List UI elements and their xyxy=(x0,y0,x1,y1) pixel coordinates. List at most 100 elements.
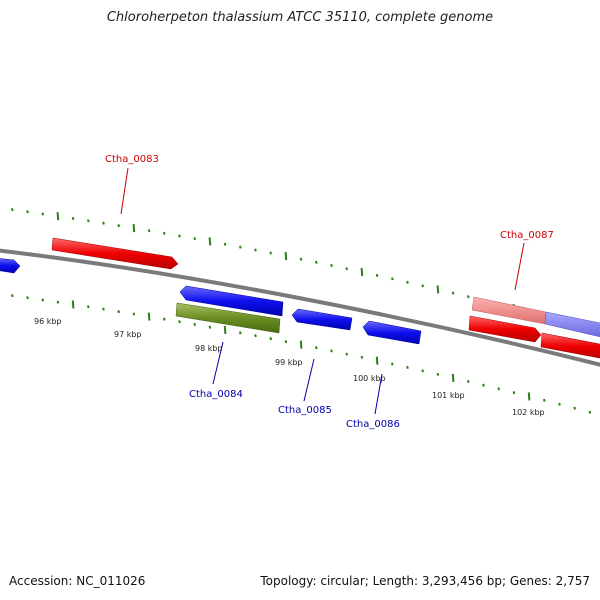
minor-tick xyxy=(102,307,105,311)
major-tick xyxy=(147,312,151,321)
minor-tick xyxy=(299,257,303,261)
minor-tick xyxy=(71,216,75,220)
gene-label-ctha-0087[interactable]: Ctha_0087 xyxy=(500,230,554,241)
minor-tick xyxy=(467,379,470,384)
minor-tick xyxy=(269,337,272,341)
major-tick xyxy=(527,392,531,401)
major-tick xyxy=(436,285,440,294)
major-tick xyxy=(56,212,60,221)
major-tick xyxy=(299,340,303,349)
label-leaders xyxy=(120,167,525,415)
minor-tick xyxy=(193,322,196,326)
minor-tick xyxy=(391,277,394,281)
minor-tick xyxy=(421,369,424,373)
gene-features xyxy=(0,237,600,359)
minor-tick xyxy=(178,320,181,324)
minor-tick xyxy=(163,231,166,235)
tick-label-99kbp: 99 kbp xyxy=(275,358,303,367)
minor-tick xyxy=(26,210,29,214)
accession-label: Accession: NC_011026 xyxy=(9,574,146,588)
major-tick xyxy=(360,267,364,277)
gene-label-ctha-0084[interactable]: Ctha_0084 xyxy=(189,389,243,400)
gene-arrow-partial-left[interactable] xyxy=(0,258,21,274)
tick-label-96kbp: 96 kbp xyxy=(34,317,62,326)
lower-tick-dots xyxy=(11,294,592,414)
minor-tick xyxy=(497,387,500,391)
minor-tick xyxy=(391,362,394,366)
minor-tick xyxy=(254,334,257,338)
minor-tick xyxy=(588,410,592,414)
tick-label-102kbp: 102 kbp xyxy=(512,408,545,417)
minor-tick xyxy=(482,383,485,387)
minor-tick xyxy=(406,280,409,284)
tick-label-100kbp: 100 kbp xyxy=(353,374,386,383)
gene-arrow-partial-right[interactable] xyxy=(540,332,600,359)
minor-tick xyxy=(284,340,288,344)
gene-arrow-ctha-0084[interactable] xyxy=(179,285,284,317)
minor-tick xyxy=(11,294,14,298)
lower-tick-ring: 96 kbp 97 kbp 98 kbp 99 kbp 100 kbp 101 … xyxy=(11,294,592,417)
gene-arrow-ctha-0083[interactable] xyxy=(51,237,179,270)
minor-tick xyxy=(117,224,120,228)
minor-tick xyxy=(87,305,90,309)
genome-title: Chloroherpeton thalassium ATCC 35110, co… xyxy=(106,10,494,25)
minor-tick xyxy=(26,296,29,300)
minor-tick xyxy=(239,245,242,249)
gene-arrow-faded-blue[interactable] xyxy=(544,311,600,338)
gene-arrow-ctha-0085[interactable] xyxy=(291,308,353,331)
minor-tick xyxy=(421,284,424,288)
major-tick xyxy=(132,224,136,233)
minor-tick xyxy=(117,310,120,314)
minor-tick xyxy=(102,221,105,225)
minor-tick xyxy=(239,331,242,335)
minor-tick xyxy=(451,291,455,295)
major-tick xyxy=(451,373,455,382)
minor-tick xyxy=(56,300,60,304)
minor-tick xyxy=(330,263,333,268)
minor-tick xyxy=(330,349,333,353)
minor-tick xyxy=(87,219,90,223)
minor-tick xyxy=(345,267,348,271)
minor-tick xyxy=(223,242,227,246)
major-tick xyxy=(284,251,288,261)
minor-tick xyxy=(375,273,379,277)
tick-label-97kbp: 97 kbp xyxy=(114,330,142,339)
minor-tick xyxy=(512,391,516,395)
minor-tick xyxy=(132,312,136,316)
minor-tick xyxy=(558,402,561,406)
minor-tick xyxy=(41,212,44,216)
major-tick xyxy=(375,356,379,365)
minor-tick xyxy=(345,352,348,356)
minor-tick xyxy=(315,346,318,350)
genome-backbone xyxy=(0,248,600,367)
gene-arrow-highlight[interactable] xyxy=(175,302,281,334)
gene-label-ctha-0083[interactable]: Ctha_0083 xyxy=(105,154,159,165)
minor-tick xyxy=(360,355,364,359)
tick-label-101kbp: 101 kbp xyxy=(432,391,465,400)
gene-label-ctha-0086[interactable]: Ctha_0086 xyxy=(346,419,400,430)
major-tick xyxy=(71,300,75,309)
tick-label-98kbp: 98 kbp xyxy=(195,344,223,353)
minor-tick xyxy=(193,237,196,241)
minor-tick xyxy=(163,317,166,321)
minor-tick xyxy=(573,406,576,410)
gene-label-ctha-0085[interactable]: Ctha_0085 xyxy=(278,405,332,416)
minor-tick xyxy=(315,260,318,264)
minor-tick xyxy=(147,229,151,233)
minor-tick xyxy=(467,295,470,299)
minor-tick xyxy=(41,298,44,302)
minor-tick xyxy=(436,372,440,376)
minor-tick xyxy=(406,365,409,369)
gene-arrow-ctha-0087[interactable] xyxy=(468,315,542,343)
minor-tick xyxy=(11,208,14,212)
minor-tick xyxy=(208,325,212,329)
major-tick xyxy=(208,237,212,246)
genome-summary: Topology: circular; Length: 3,293,456 bp… xyxy=(260,574,590,588)
minor-tick xyxy=(178,234,181,238)
minor-tick xyxy=(254,248,257,252)
minor-tick xyxy=(269,251,272,255)
major-tick xyxy=(223,325,227,335)
gene-arrow-ctha-0086[interactable] xyxy=(362,320,422,345)
minor-tick xyxy=(543,398,546,402)
